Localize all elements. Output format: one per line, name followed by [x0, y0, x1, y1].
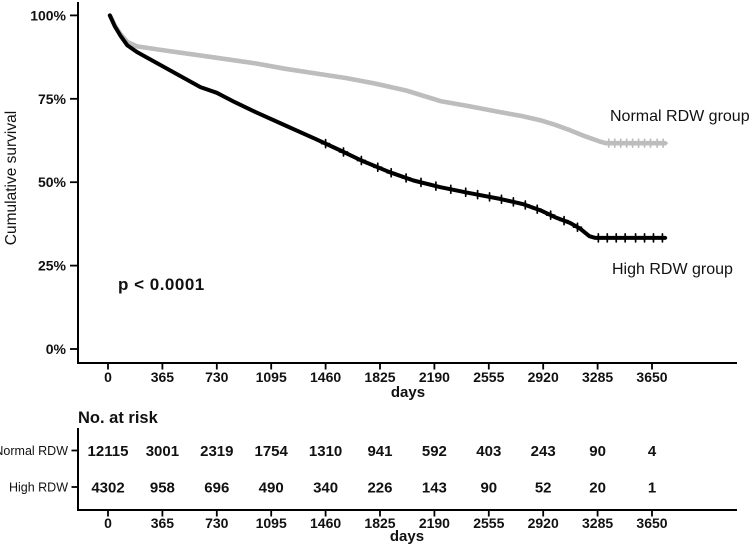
series-layer [107, 13, 669, 243]
risk-count-cell: 90 [589, 443, 606, 460]
censor-mark [401, 173, 411, 183]
risk-x-tick-label: 1460 [310, 515, 341, 531]
censor-mark [386, 167, 397, 178]
x-tick-label: 2555 [473, 369, 504, 385]
censor-mark [532, 204, 543, 215]
x-tick-label: 2190 [419, 369, 450, 385]
risk-count-cell: 20 [589, 480, 606, 497]
survival-curve-high-rdw [107, 13, 667, 240]
y-axis-title: Cumulative survival [3, 111, 20, 245]
risk-count-cell: 941 [367, 443, 392, 460]
risk-count-cell: 696 [204, 480, 229, 497]
censor-mark [445, 184, 456, 195]
risk-count-cell: 52 [535, 480, 552, 497]
risk-x-tick-label: 2190 [419, 515, 450, 531]
risk-table-x-axis-title: days [390, 528, 424, 544]
censor-mark [639, 233, 650, 243]
y-tick-label: 50% [38, 174, 67, 190]
y-tick-label: 100% [30, 7, 66, 23]
censor-mark [657, 233, 668, 243]
risk-x-tick-label: 0 [104, 515, 112, 531]
risk-x-tick-label: 2920 [528, 515, 559, 531]
censor-mark [460, 187, 471, 198]
censor-mark [372, 162, 383, 173]
censor-mark [472, 189, 483, 200]
y-tick-label: 75% [38, 91, 67, 107]
x-tick-label: 1095 [256, 369, 287, 385]
censor-mark [496, 194, 507, 205]
y-tick-label: 0% [46, 341, 67, 357]
risk-count-cell: 340 [313, 480, 338, 497]
risk-count-cell: 1754 [255, 443, 289, 460]
x-tick-label: 730 [205, 369, 229, 385]
series-label-normal-rdw-group: Normal RDW group [610, 108, 749, 125]
censor-mark [559, 215, 569, 226]
risk-count-cell: 958 [150, 480, 175, 497]
x-tick-label: 0 [104, 369, 112, 385]
risk-x-tick-label: 1095 [256, 515, 287, 531]
risk-count-cell: 490 [259, 480, 284, 497]
censor-mark [658, 138, 669, 149]
censor-mark [356, 155, 367, 166]
risk-count-cell: 12115 [88, 443, 129, 460]
risk-count-cell: 143 [422, 480, 447, 497]
risk-count-cell: 90 [480, 480, 497, 497]
censor-mark [620, 233, 631, 243]
risk-count-cell: 1310 [309, 443, 342, 460]
ticks-layer: 100% 75% 50% 25% 0% 0 365 730 1095 1460 1825 2190 25… [30, 7, 668, 385]
risk-table-layer: 0 365 730 1095 1460 1825 2190 2555 2920 3285 3650 N… [0, 443, 668, 531]
x-tick-label: 1825 [364, 369, 395, 385]
risk-x-tick-label: 3650 [636, 515, 667, 531]
y-tick-label: 25% [38, 258, 67, 274]
censor-mark [520, 200, 531, 210]
x-tick-label: 2920 [528, 369, 559, 385]
risk-count-cell: 1 [648, 480, 656, 497]
censor-mark [508, 197, 519, 207]
risk-x-tick-label: 2555 [473, 515, 504, 531]
risk-count-cell: 3001 [146, 443, 179, 460]
risk-count-cell: 403 [476, 443, 501, 460]
risk-x-tick-label: 3285 [582, 515, 613, 531]
x-tick-label: 365 [151, 369, 175, 385]
x-axis-title: days [391, 384, 425, 401]
risk-count-cell: 226 [367, 480, 392, 497]
censor-mark [630, 233, 641, 243]
censor-mark [593, 233, 604, 243]
x-tick-label: 1460 [310, 369, 341, 385]
censor-mark [572, 222, 583, 233]
risk-count-cell: 2319 [200, 443, 233, 460]
risk-count-cell: 243 [531, 443, 556, 460]
risk-x-tick-label: 365 [151, 515, 175, 531]
risk-x-tick-label: 730 [205, 515, 229, 531]
censor-mark [611, 233, 622, 243]
risk-x-tick-label: 1825 [364, 515, 395, 531]
risk-row-label-normal-rdw: Normal RDW [0, 444, 68, 458]
risk-count-cell: 592 [422, 443, 447, 460]
censor-mark [416, 177, 426, 188]
risk-table-title: No. at risk [78, 409, 159, 427]
censor-mark [648, 233, 659, 243]
censor-mark [545, 210, 556, 220]
p-value-annotation: p < 0.0001 [118, 275, 205, 294]
censor-mark [338, 147, 349, 157]
x-tick-label: 3650 [636, 369, 667, 385]
censor-mark [484, 192, 495, 202]
censor-mark [431, 181, 441, 191]
risk-count-cell: 4302 [91, 480, 124, 497]
x-tick-label: 3285 [582, 369, 613, 385]
risk-row-label-high-rdw: High RDW [9, 481, 68, 495]
censor-mark [602, 233, 613, 243]
survival-curve-normal-rdw [107, 13, 668, 146]
series-label-high-rdw-group: High RDW group [612, 261, 733, 278]
censor-mark [320, 138, 331, 149]
risk-count-cell: 4 [648, 443, 657, 460]
